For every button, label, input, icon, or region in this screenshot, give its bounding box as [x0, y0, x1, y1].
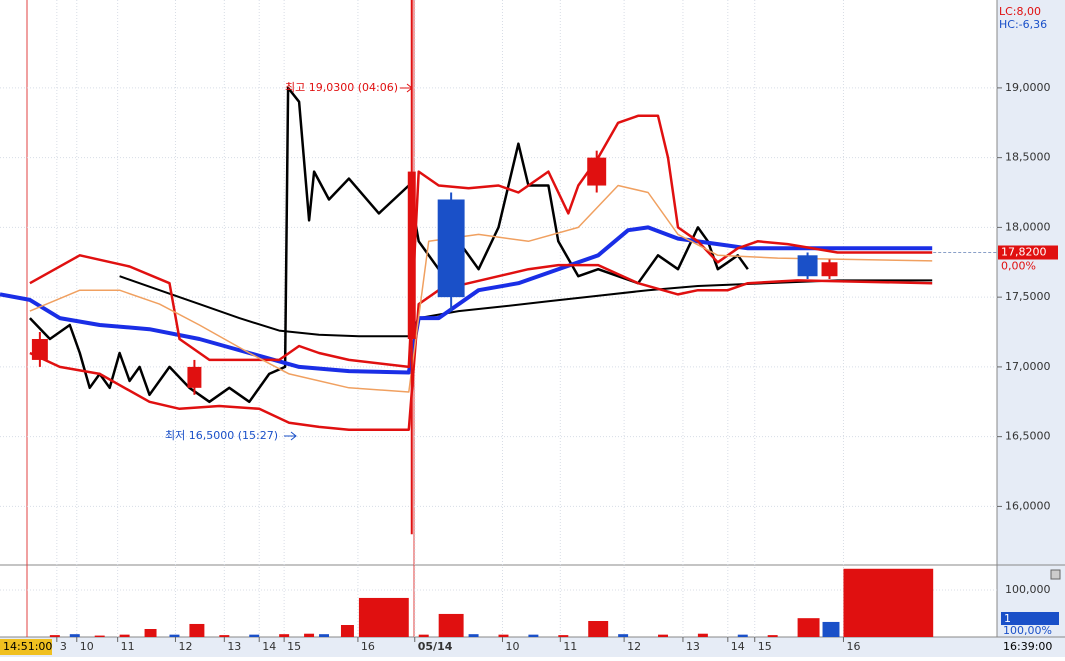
volume-bar — [279, 634, 290, 637]
lc-label: LC:8,00 — [999, 5, 1041, 18]
plot-bg — [0, 0, 997, 637]
volume-bar — [358, 597, 409, 637]
candle-body — [437, 199, 465, 298]
x-tick-label: 13 — [227, 640, 241, 653]
x-tick-label: 10 — [80, 640, 94, 653]
candle-body — [31, 339, 48, 360]
volume-bar — [304, 633, 315, 637]
x-tick-label: 14 — [731, 640, 745, 653]
x-tick-label: 16 — [361, 640, 375, 653]
volume-bar — [498, 634, 509, 637]
volume-bar — [618, 634, 629, 637]
x-tick-label: 10 — [505, 640, 519, 653]
change-label: 0,00% — [1001, 260, 1036, 273]
volume-bar — [69, 634, 80, 637]
x-tick-label: 16 — [846, 640, 860, 653]
volume-bar — [558, 635, 569, 637]
volume-bar — [588, 621, 609, 637]
close-icon[interactable] — [1050, 569, 1061, 580]
volume-bar — [438, 613, 464, 637]
hc-label: HC:-6,36 — [999, 18, 1047, 31]
volume-bar — [658, 634, 668, 637]
volume-bar — [528, 634, 539, 637]
x-tick-label: 3 — [60, 640, 67, 653]
candle-body — [797, 255, 818, 277]
volume-bar — [169, 634, 180, 637]
volume-bar — [94, 635, 105, 637]
high-annotation: 최고 19,0300 (04:06) — [285, 81, 398, 94]
low-arrow — [284, 431, 297, 441]
volume-bar — [319, 634, 330, 637]
volume-bar — [822, 621, 840, 637]
volume-pct: 100,00% — [1003, 624, 1052, 637]
x-tick-label: 15 — [758, 640, 772, 653]
y-tick-label: 17,0000 — [1005, 360, 1051, 373]
end-time: 16:39:00 — [1003, 640, 1052, 653]
volume-bar — [119, 634, 130, 637]
axis-bg — [997, 0, 1065, 637]
candle-body — [587, 157, 607, 186]
volume-bar — [697, 633, 708, 637]
high-arrow — [400, 83, 413, 93]
volume-bar — [340, 625, 354, 637]
candle-body — [407, 171, 416, 339]
volume-bar — [219, 635, 230, 637]
x-tick-label: 05/14 — [418, 640, 453, 653]
x-axis-bg — [0, 637, 1065, 657]
price-line — [29, 184, 933, 393]
candle-body — [187, 366, 202, 388]
volume-bar — [767, 635, 778, 637]
x-tick-label: 15 — [287, 640, 301, 653]
y-tick-label: 18,5000 — [1005, 151, 1051, 164]
x-tick-label: 11 — [121, 640, 135, 653]
volume-bar — [843, 568, 934, 637]
start-time-bg — [0, 639, 52, 655]
volume-bar — [144, 629, 157, 637]
candle-body — [821, 262, 838, 277]
volume-bar — [249, 634, 260, 637]
x-tick-label: 12 — [178, 640, 192, 653]
x-tick-label: 13 — [686, 640, 700, 653]
volume-badge-bg — [1001, 612, 1059, 625]
price-line — [28, 86, 749, 404]
volume-bar — [418, 634, 429, 637]
volume-badge: 1 — [1004, 612, 1011, 625]
volume-bar — [737, 634, 748, 637]
x-tick-label: 12 — [627, 640, 641, 653]
last-price-label: 17,8200 — [1001, 246, 1047, 259]
volume-tick-label: 100,000 — [1005, 583, 1051, 596]
x-tick-label: 14 — [262, 640, 276, 653]
y-tick-label: 19,0000 — [1005, 81, 1051, 94]
low-annotation: 최저 16,5000 (15:27) — [165, 429, 278, 442]
y-tick-label: 16,5000 — [1005, 430, 1051, 443]
y-tick-label: 17,5000 — [1005, 290, 1051, 303]
x-tick-label: 11 — [563, 640, 577, 653]
last-price-bg — [998, 245, 1058, 260]
y-tick-label: 18,0000 — [1005, 220, 1051, 233]
price-line — [29, 114, 933, 369]
volume-bar — [189, 623, 205, 637]
volume-bar — [468, 634, 479, 637]
volume-bar — [49, 635, 60, 637]
start-time: 14:51:00 — [3, 640, 52, 653]
volume-bar — [797, 618, 820, 637]
price-line — [0, 225, 933, 375]
y-tick-label: 16,0000 — [1005, 499, 1051, 512]
